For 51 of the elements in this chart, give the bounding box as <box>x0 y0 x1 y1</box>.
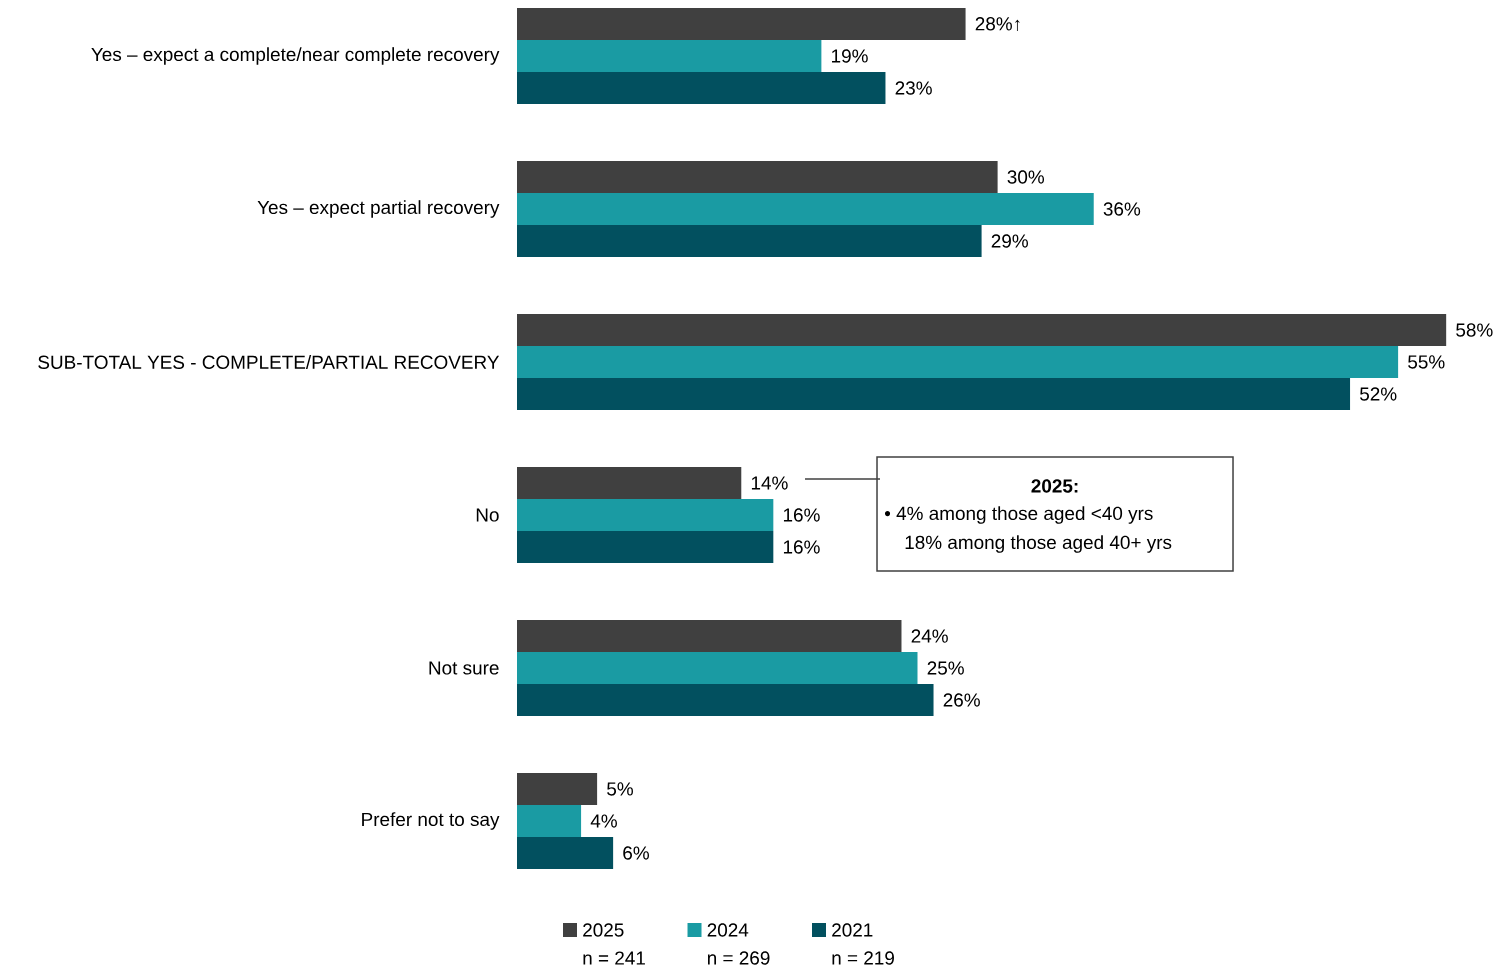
y-tick-label: Prefer not to say <box>362 812 500 830</box>
text: n = 241 <box>583 951 645 965</box>
bar <box>517 467 742 499</box>
data-label: 28%↑ <box>975 17 1020 31</box>
data-label: 25% <box>927 661 964 675</box>
annotation: 18% among those aged 40+ yrs <box>905 535 1172 553</box>
bar <box>517 8 966 40</box>
bar <box>517 225 982 257</box>
data-label: 29% <box>991 234 1028 248</box>
bar <box>517 314 1447 346</box>
bar <box>517 499 774 531</box>
legend-label: 2021 <box>832 923 873 937</box>
data-label: 26% <box>943 693 980 707</box>
legend-label: 2024 <box>707 923 749 937</box>
bar <box>517 620 902 653</box>
y-tick-label: Not sure <box>429 661 499 675</box>
data-label: 19% <box>832 49 868 63</box>
data-label: 36% <box>1103 202 1141 216</box>
bar <box>517 531 774 564</box>
data-label: 14% <box>751 476 788 490</box>
bar <box>517 40 822 72</box>
data-label: 16% <box>783 540 820 554</box>
bar <box>517 193 1094 225</box>
y-tick-label: Yes – expect partial recovery <box>257 200 500 218</box>
y-tick-label: Yes – expect a complete/near complete recovery <box>91 47 500 65</box>
data-label: 23% <box>895 81 932 95</box>
bar <box>517 72 886 104</box>
data-label: 5% <box>607 782 633 796</box>
annotation: • 4% among those aged <40 yrs <box>884 506 1153 524</box>
data-label: 16% <box>783 508 820 522</box>
data-label: 52% <box>1360 387 1397 401</box>
bar <box>517 161 998 193</box>
bar <box>517 378 1351 410</box>
data-label: 24% <box>911 629 948 643</box>
data-label: 55% <box>1408 355 1445 369</box>
legend-label: 2025 <box>583 923 624 937</box>
data-label: 4% <box>590 814 617 828</box>
text: n = 269 <box>707 951 770 965</box>
data-label: 6% <box>623 846 649 860</box>
bar <box>517 773 598 806</box>
y-tick-label: SUB-TOTAL YES - COMPLETE/PARTIAL RECOVERY <box>38 355 500 369</box>
data-label: 58% <box>1456 323 1493 337</box>
annotation: 2025: <box>1031 479 1078 493</box>
text: n = 219 <box>832 951 894 965</box>
bar <box>517 805 582 838</box>
y-tick-label: No <box>476 508 499 522</box>
data-label: 30% <box>1007 170 1045 184</box>
bar <box>517 684 934 717</box>
bar <box>517 837 614 870</box>
bar <box>517 346 1399 378</box>
bar <box>517 652 918 685</box>
